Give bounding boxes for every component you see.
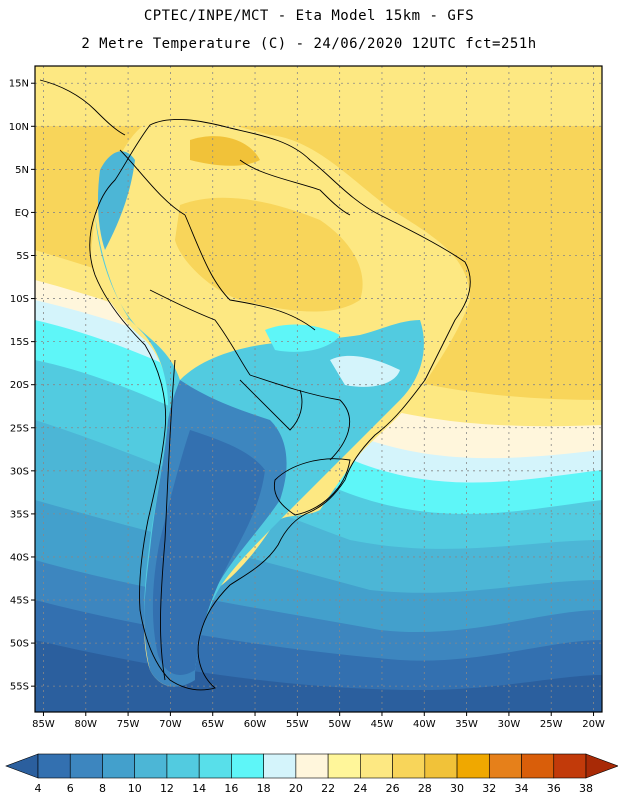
uruguay xyxy=(273,458,351,516)
colorbar-label: 24 xyxy=(353,782,367,795)
lat-label: 15S xyxy=(10,337,29,348)
lon-label: 55W xyxy=(286,719,309,730)
colorbar-label: 18 xyxy=(257,782,271,795)
lon-label: 20W xyxy=(582,719,605,730)
lon-label: 35W xyxy=(455,719,478,730)
colorbar-label: 12 xyxy=(160,782,174,795)
lat-label: 20S xyxy=(10,380,29,391)
lat-label: 25S xyxy=(10,423,29,434)
colorbar-swatch xyxy=(360,753,393,779)
colorbar-swatch xyxy=(553,753,587,779)
colorbar-label: 36 xyxy=(547,782,561,795)
map-frame xyxy=(34,65,603,713)
lon-label: 75W xyxy=(117,719,140,730)
lat-label: EQ xyxy=(15,208,29,219)
lon-label: 60W xyxy=(244,719,267,730)
colorbar-swatch xyxy=(424,753,458,779)
temperature-field xyxy=(35,66,602,712)
lon-label: 65W xyxy=(201,719,224,730)
lon-label: 25W xyxy=(540,719,563,730)
latitude-labels: 15N 10N 5N EQ 5S 10S 15S 20S 25S 30S 35S 40S 45S 50S 5… xyxy=(9,79,35,693)
colorbar-swatch xyxy=(521,753,555,779)
colorbar-label: 34 xyxy=(515,782,529,795)
border-paraguay xyxy=(239,379,303,431)
lat-label: 10S xyxy=(10,294,29,305)
central-america-coastline xyxy=(39,79,126,136)
colorbar-swatch xyxy=(69,753,103,779)
lon-label: 50W xyxy=(328,719,351,730)
lat-label: 10N xyxy=(9,122,29,133)
colorbar-swatch xyxy=(37,753,71,779)
lon-label: 30W xyxy=(498,719,521,730)
colorbar-min-arrow xyxy=(5,753,39,779)
border-brazil-south xyxy=(249,374,351,461)
border-guyanas xyxy=(239,159,351,216)
colorbar-label: 38 xyxy=(579,782,593,795)
colorbar-label: 26 xyxy=(386,782,400,795)
country-borders xyxy=(39,79,471,691)
colorbar-label: 32 xyxy=(482,782,496,795)
map-title-line2: 2 Metre Temperature (C) - 24/06/2020 12U… xyxy=(81,36,537,52)
lat-label: 30S xyxy=(10,466,29,477)
lon-label: 80W xyxy=(74,719,97,730)
colorbar-label: 28 xyxy=(418,782,432,795)
border-argentina-chile xyxy=(160,359,176,681)
lon-label: 85W xyxy=(32,719,55,730)
lat-label: 40S xyxy=(10,552,29,563)
colorbar-swatch xyxy=(263,753,297,779)
colorbar-swatch xyxy=(166,753,200,779)
lon-label: 70W xyxy=(159,719,182,730)
colorbar-label: 4 xyxy=(35,782,42,795)
colorbar-label: 14 xyxy=(192,782,206,795)
colorbar-swatch xyxy=(231,753,264,779)
border-colombia xyxy=(119,149,186,216)
colorbar-swatch xyxy=(198,753,232,779)
lat-label: 15N xyxy=(9,79,29,90)
colorbar-max-arrow xyxy=(585,753,618,779)
graticule xyxy=(35,66,602,712)
colorbar-label: 10 xyxy=(128,782,142,795)
colorbar-label: 6 xyxy=(67,782,74,795)
colorbar-swatch xyxy=(392,753,426,779)
colorbar-label: 8 xyxy=(99,782,106,795)
colorbar xyxy=(5,753,618,779)
longitude-labels: 85W 80W 75W 70W 65W 60W 55W 50W 45W 40W 35W 30W 25W 2… xyxy=(32,712,605,730)
colorbar-swatch xyxy=(488,753,522,779)
map-title-line1: CPTEC/INPE/MCT - Eta Model 15km - GFS xyxy=(143,8,475,24)
lat-label: 45S xyxy=(10,596,29,607)
colorbar-label: 30 xyxy=(450,782,464,795)
lat-label: 5S xyxy=(16,251,29,262)
border-peru-bolivia xyxy=(149,289,251,376)
border-brazil-west xyxy=(184,214,316,331)
colorbar-swatch xyxy=(134,753,168,779)
land-temperature xyxy=(90,116,470,687)
colorbar-swatch xyxy=(456,753,490,779)
colorbar-label: 16 xyxy=(224,782,238,795)
lat-label: 50S xyxy=(10,639,29,650)
colorbar-labels: 4 6 8 10 12 14 16 18 20 22 24 26 28 30 32 34 36 38 xyxy=(35,782,594,795)
south-america-coastline xyxy=(89,118,471,691)
lat-label: 35S xyxy=(10,509,29,520)
lon-label: 45W xyxy=(371,719,394,730)
lon-label: 40W xyxy=(413,719,436,730)
lat-label: 55S xyxy=(10,682,29,693)
colorbar-label: 20 xyxy=(289,782,303,795)
lat-label: 5N xyxy=(15,165,29,176)
colorbar-swatch xyxy=(295,753,329,779)
colorbar-label: 22 xyxy=(321,782,335,795)
colorbar-swatch xyxy=(102,753,136,779)
colorbar-swatch xyxy=(327,753,361,779)
